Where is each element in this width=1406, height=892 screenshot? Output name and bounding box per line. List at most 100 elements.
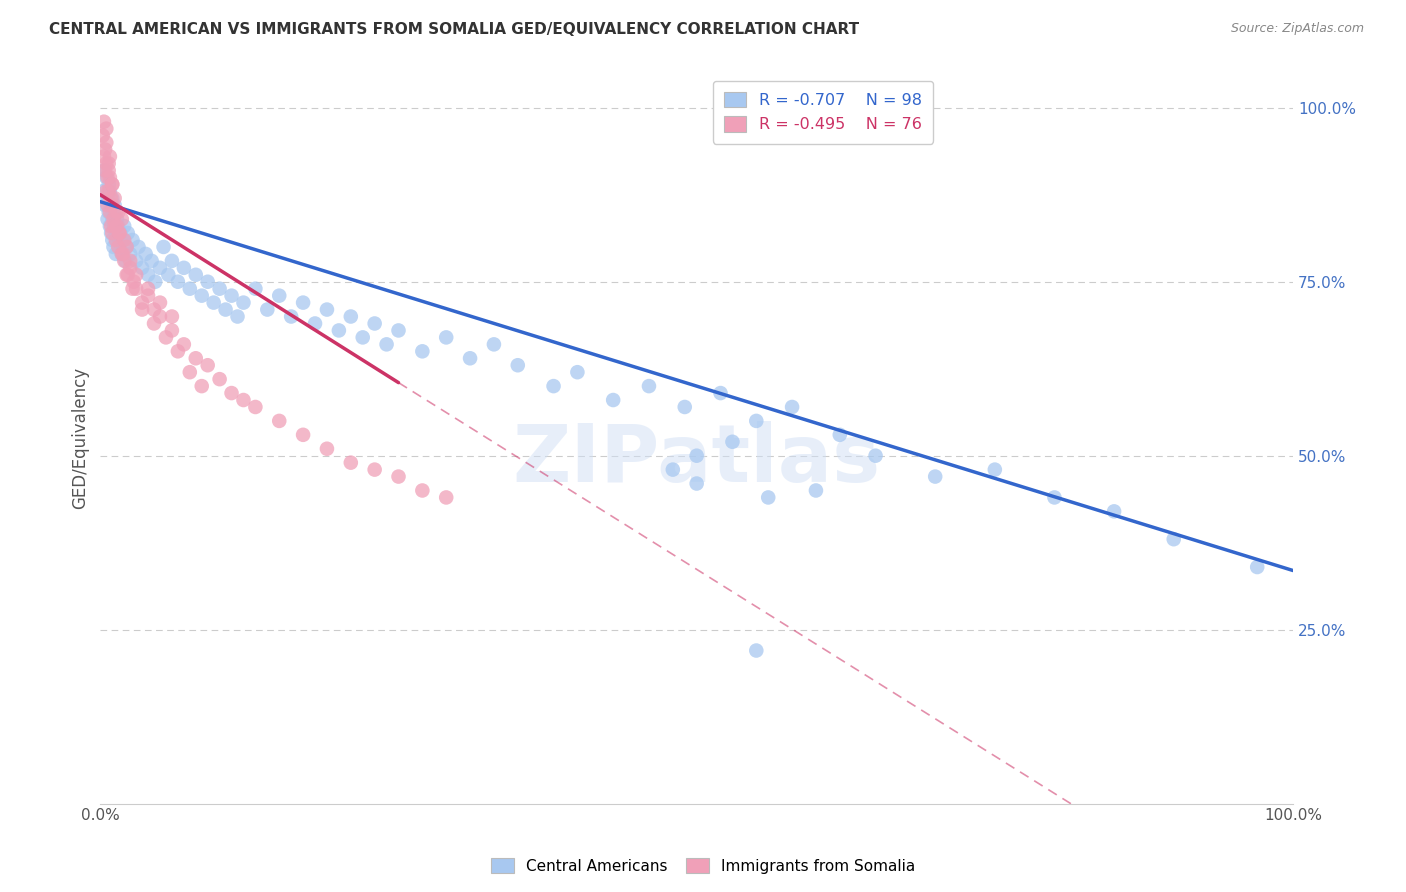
Point — [221, 288, 243, 302]
Point — [120, 260, 142, 275]
Point — [111, 212, 134, 227]
Point — [458, 351, 481, 366]
Legend: R = -0.707    N = 98, R = -0.495    N = 76: R = -0.707 N = 98, R = -0.495 N = 76 — [713, 81, 934, 144]
Point — [745, 643, 768, 657]
Point — [1102, 504, 1125, 518]
Point — [101, 198, 124, 212]
Point — [108, 240, 131, 254]
Point — [804, 483, 827, 498]
Point — [98, 205, 121, 219]
Point — [111, 247, 134, 261]
Point — [173, 337, 195, 351]
Point — [104, 226, 127, 240]
Point — [363, 462, 385, 476]
Point — [482, 337, 505, 351]
Point — [101, 178, 124, 192]
Point — [125, 268, 148, 282]
Point — [112, 219, 135, 233]
Point — [602, 392, 624, 407]
Point — [107, 219, 129, 233]
Point — [756, 491, 779, 505]
Point — [269, 288, 291, 302]
Point — [167, 344, 190, 359]
Point — [304, 317, 326, 331]
Point — [104, 191, 127, 205]
Point — [1163, 532, 1185, 546]
Point — [96, 198, 118, 212]
Point — [152, 240, 174, 254]
Point — [411, 483, 433, 498]
Point — [149, 260, 172, 275]
Point — [110, 226, 132, 240]
Point — [167, 275, 190, 289]
Point — [125, 282, 148, 296]
Point — [865, 449, 887, 463]
Point — [111, 247, 134, 261]
Point — [506, 358, 529, 372]
Point — [91, 184, 114, 198]
Point — [375, 337, 398, 351]
Point — [190, 379, 212, 393]
Point — [101, 226, 124, 240]
Point — [232, 392, 254, 407]
Point — [115, 268, 138, 282]
Point — [567, 365, 589, 379]
Point — [98, 149, 121, 163]
Point — [141, 253, 163, 268]
Point — [316, 302, 339, 317]
Point — [121, 282, 143, 296]
Point — [98, 219, 121, 233]
Point — [97, 156, 120, 170]
Point — [434, 330, 457, 344]
Point — [190, 288, 212, 302]
Point — [96, 136, 118, 150]
Y-axis label: GED/Equivalency: GED/Equivalency — [72, 368, 89, 509]
Text: ZIPatlas: ZIPatlas — [513, 421, 880, 500]
Point — [292, 295, 315, 310]
Text: CENTRAL AMERICAN VS IMMIGRANTS FROM SOMALIA GED/EQUIVALENCY CORRELATION CHART: CENTRAL AMERICAN VS IMMIGRANTS FROM SOMA… — [49, 22, 859, 37]
Point — [136, 288, 159, 302]
Point — [94, 198, 117, 212]
Point — [104, 219, 127, 233]
Point — [143, 317, 166, 331]
Point — [96, 170, 118, 185]
Point — [245, 282, 267, 296]
Legend: Central Americans, Immigrants from Somalia: Central Americans, Immigrants from Somal… — [485, 852, 921, 880]
Point — [121, 233, 143, 247]
Point — [387, 469, 409, 483]
Point — [721, 434, 744, 449]
Point — [685, 476, 707, 491]
Point — [96, 191, 118, 205]
Point — [112, 253, 135, 268]
Point — [256, 302, 278, 317]
Point — [143, 302, 166, 317]
Point — [115, 240, 138, 254]
Point — [363, 317, 385, 331]
Point — [292, 427, 315, 442]
Point — [179, 282, 201, 296]
Point — [160, 310, 183, 324]
Point — [103, 240, 125, 254]
Point — [184, 351, 207, 366]
Point — [96, 170, 118, 185]
Point — [105, 212, 128, 227]
Point — [107, 240, 129, 254]
Point — [104, 247, 127, 261]
Point — [101, 212, 124, 227]
Point — [100, 191, 122, 205]
Point — [112, 233, 135, 247]
Point — [117, 268, 139, 282]
Point — [245, 400, 267, 414]
Point — [93, 114, 115, 128]
Point — [160, 253, 183, 268]
Point — [101, 233, 124, 247]
Point — [98, 184, 121, 198]
Point — [340, 310, 363, 324]
Point — [103, 205, 125, 219]
Point — [93, 163, 115, 178]
Text: Source: ZipAtlas.com: Source: ZipAtlas.com — [1230, 22, 1364, 36]
Point — [638, 379, 661, 393]
Point — [97, 205, 120, 219]
Point — [280, 310, 302, 324]
Point — [111, 247, 134, 261]
